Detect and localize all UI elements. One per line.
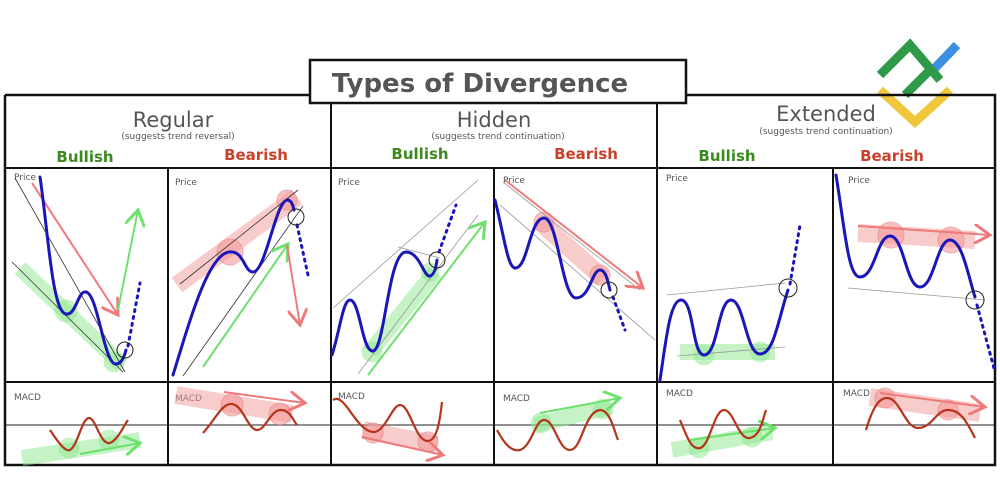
brand-logo-icon (876, 38, 961, 129)
hidden-bearish-macd-panel (496, 398, 620, 452)
label-text: Bullish (698, 147, 755, 165)
hidden-bearish-price-panel (493, 179, 656, 341)
hidden-bullish-price-panel (330, 179, 485, 376)
extended-bearish-macd-panel (864, 387, 985, 439)
label-text: Bullish (391, 145, 448, 163)
label-text: Regular (133, 108, 214, 132)
label-text: Extended (776, 102, 876, 126)
extended-bullish-price-panel (658, 223, 802, 382)
label-text: MACD (503, 394, 530, 404)
section-regular-header: Regular (suggests trend reversal) Bullis… (56, 108, 288, 166)
section-hidden-header: Hidden (suggests trend continuation) Bul… (391, 108, 618, 163)
label-text: Price (338, 178, 360, 188)
label-text: MACD (14, 393, 41, 403)
label-text: Bearish (860, 147, 924, 165)
regular-bearish-macd-panel (174, 386, 305, 434)
regular-bearish-price-panel (171, 189, 310, 377)
regular-bullish-price-panel (11, 175, 140, 373)
regular-bullish-macd-panel (20, 416, 140, 466)
label-text: (suggests trend reversal) (121, 132, 234, 142)
title-box (308, 58, 688, 105)
label-text: Hidden (457, 108, 532, 132)
label-text: Bearish (224, 146, 288, 164)
label-text: Price (503, 176, 525, 186)
label-text: Bearish (554, 145, 618, 163)
label-text: (suggests trend continuation) (759, 127, 892, 137)
label-text: MACD (338, 392, 365, 402)
label-text: Price (175, 178, 197, 188)
section-extended-header: Extended (suggests trend continuation) B… (698, 102, 924, 165)
label-text: (suggests trend continuation) (431, 132, 564, 142)
panel-labels: Price Price Price Price Price Price MACD… (14, 173, 870, 404)
grid-lines (5, 103, 995, 465)
outer-frame (3, 93, 997, 467)
extended-bearish-price-panel (834, 173, 997, 374)
hidden-bullish-macd-panel (332, 397, 443, 455)
extended-bullish-macd-panel (670, 408, 775, 459)
page-title: Types of Divergence (332, 69, 628, 99)
label-text: Price (666, 174, 688, 184)
label-text: Bullish (56, 148, 113, 166)
label-text: MACD (666, 389, 693, 399)
label-text: Price (14, 173, 36, 183)
label-text: MACD (843, 389, 870, 399)
label-text: Price (848, 176, 870, 186)
